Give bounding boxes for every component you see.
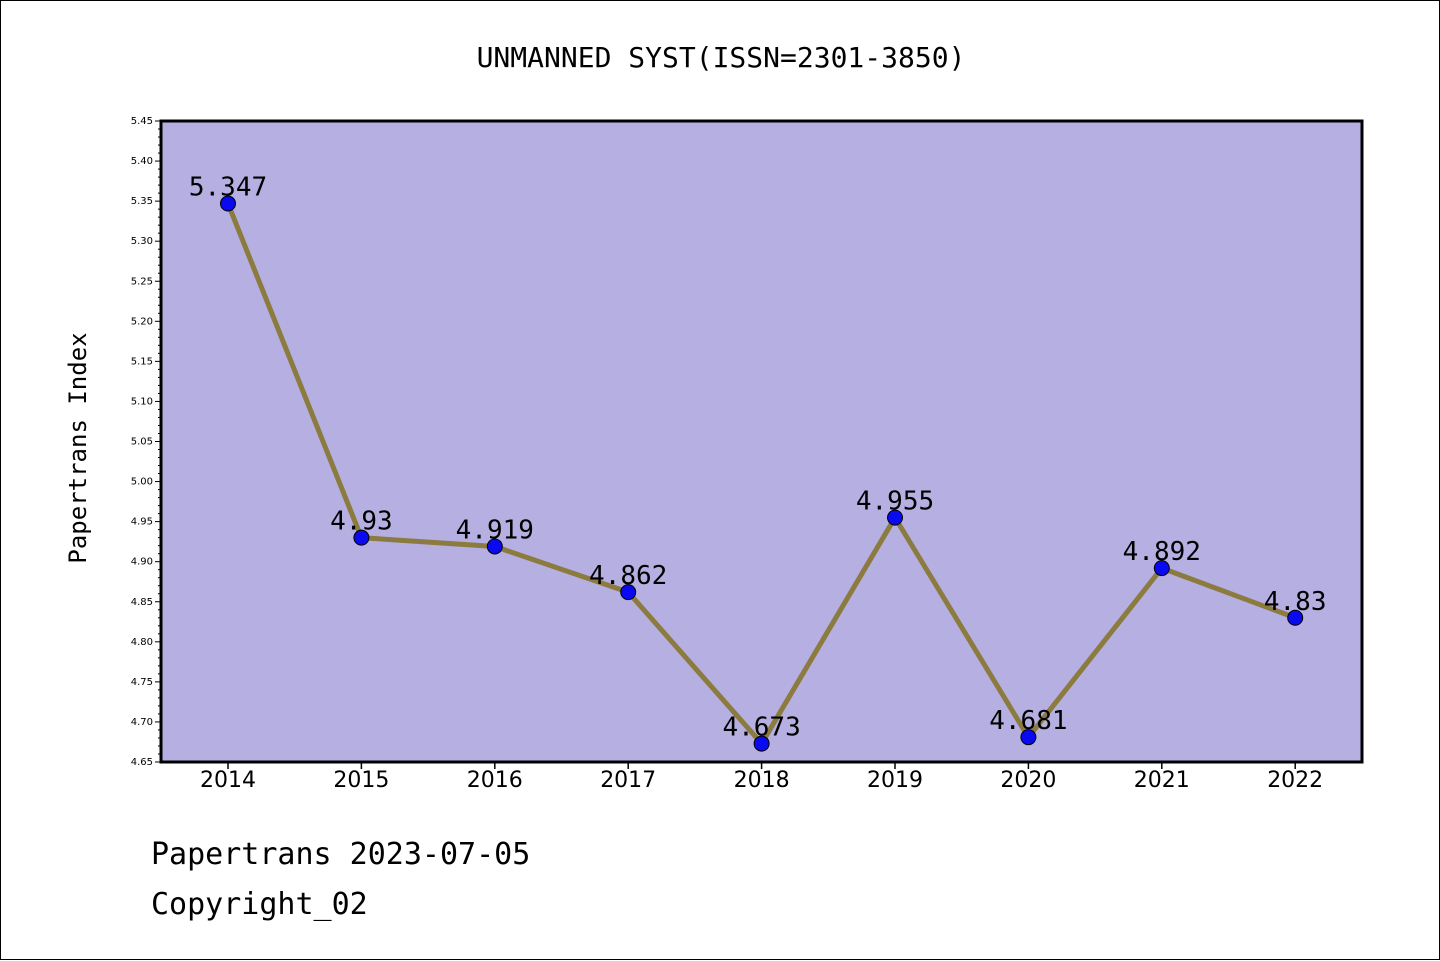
- x-axis: 2014 2015 2016 2017 2018 2019 2020 2021 2022: [200, 762, 1323, 793]
- data-point: [486, 538, 503, 555]
- x-tick-label: 2022: [1267, 768, 1323, 793]
- x-tick-label: 2021: [1134, 768, 1190, 793]
- y-tick-label: 5.15: [131, 356, 153, 367]
- data-label: 5.347: [189, 173, 267, 203]
- data-point: [1287, 609, 1304, 626]
- y-tick-label: 4.75: [131, 677, 153, 688]
- y-tick-label: 5.25: [131, 276, 153, 287]
- data-label: 4.892: [1123, 537, 1201, 567]
- data-point: [887, 509, 903, 526]
- y-tick-label: 4.85: [131, 597, 153, 608]
- y-tick-label: 4.70: [131, 717, 153, 728]
- data-point: [753, 735, 770, 752]
- y-tick-label: 4.95: [131, 517, 153, 528]
- data-label: 4.93: [330, 507, 393, 537]
- data-point: [620, 584, 637, 601]
- x-tick-label: 2018: [734, 768, 790, 793]
- x-tick-label: 2017: [600, 768, 656, 793]
- y-tick-label: 5.40: [131, 156, 153, 167]
- data-point: [1020, 729, 1037, 746]
- y-axis: 4.65 4.70 4.75 4.80 4.85 4.90 4.95 5.00 5.05 5.10…: [131, 116, 161, 768]
- x-tick-label: 2019: [867, 768, 923, 793]
- x-tick-label: 2015: [333, 768, 389, 793]
- y-tick-label: 4.90: [131, 557, 153, 568]
- y-tick-label: 5.35: [131, 196, 153, 207]
- data-point: [353, 529, 370, 546]
- y-tick-label: 4.65: [131, 757, 153, 768]
- y-axis-label: Papertrans Index: [64, 332, 92, 563]
- y-tick-label: 5.20: [131, 316, 153, 327]
- footer-copyright: Copyright_02: [151, 887, 368, 922]
- data-point: [1153, 560, 1170, 577]
- data-labels: 5.347 4.93 4.919 4.862 4.673 4.955 4.681 4.892 4…: [189, 173, 1327, 743]
- data-label: 4.681: [989, 706, 1067, 736]
- y-tick-label: 4.80: [131, 637, 153, 648]
- x-tick-label: 2020: [1000, 768, 1056, 793]
- data-label: 4.83: [1264, 587, 1327, 617]
- data-label: 4.673: [722, 713, 800, 743]
- data-label: 4.919: [456, 515, 534, 545]
- chart-title: UNMANNED SYST(ISSN=2301-3850): [477, 41, 966, 74]
- y-tick-label: 5.05: [131, 437, 153, 448]
- data-label: 4.955: [856, 487, 934, 517]
- data-point: [220, 195, 236, 212]
- y-tick-label: 5.30: [131, 236, 153, 247]
- x-tick-label: 2016: [467, 768, 523, 793]
- x-tick-label: 2014: [200, 768, 256, 793]
- footer-date: Papertrans 2023-07-05: [151, 837, 531, 872]
- data-label: 4.862: [589, 561, 667, 591]
- plot-area: [159, 119, 1364, 764]
- y-tick-label: 5.10: [131, 396, 153, 407]
- y-tick-label: 5.45: [131, 116, 153, 127]
- y-tick-label: 5.00: [131, 477, 153, 488]
- data-markers: [220, 195, 1304, 752]
